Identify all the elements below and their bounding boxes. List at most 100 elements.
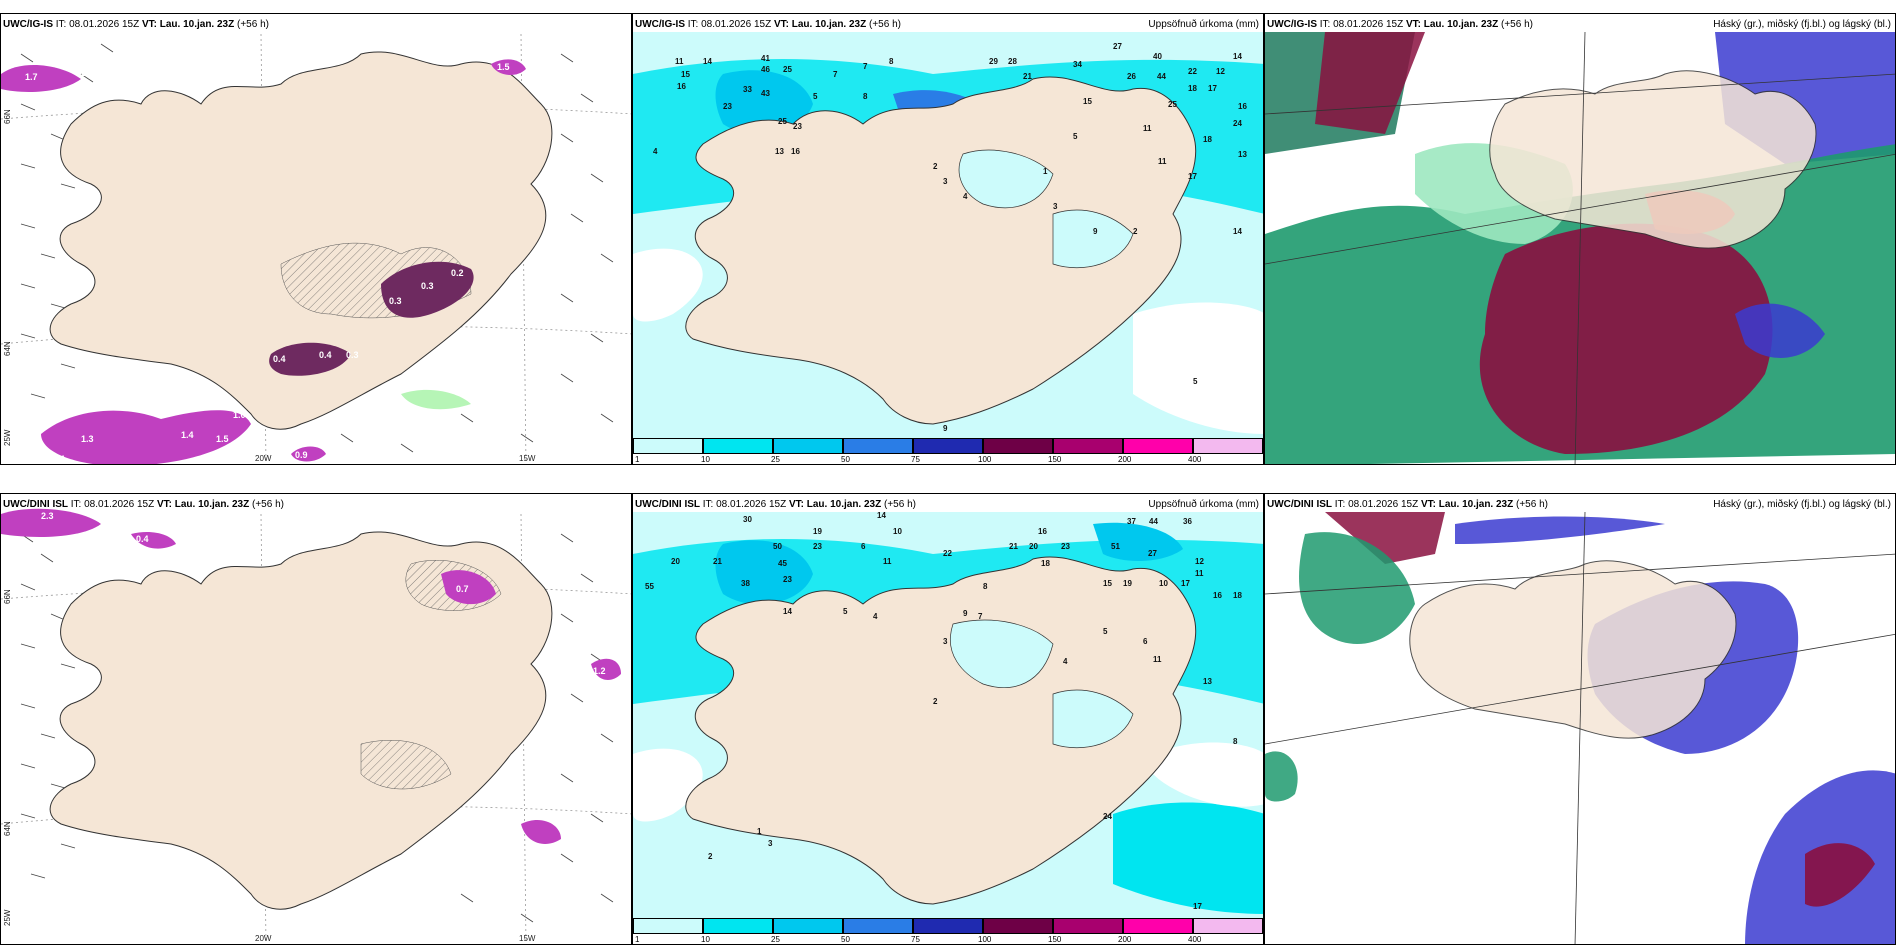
precip-value: 21 — [1023, 72, 1032, 81]
precip-value: 14 — [783, 607, 792, 616]
iceland-land — [49, 531, 553, 910]
legend-tick: 50 — [841, 455, 850, 464]
legend-tick: 10 — [701, 455, 710, 464]
precip-value: 28 — [1008, 57, 1017, 66]
panel-title-right: Háský (gr.), miðský (fj.bl.) og lágský (… — [1713, 499, 1891, 510]
legend-tick: 75 — [911, 455, 920, 464]
lon-label: 20W — [255, 934, 272, 943]
precip-value: 8 — [889, 57, 894, 66]
iceland-map-icing: 1.0 0.7 1.2 2.3 0.4 — [1, 508, 631, 944]
precip-value: 7 — [833, 70, 838, 79]
legend-swatch — [773, 918, 843, 934]
panel-title-right: Uppsöfnuð úrkoma (mm) — [1148, 19, 1259, 30]
panel-title-right: Uppsöfnuð úrkoma (mm) — [1148, 499, 1259, 510]
precip-value: 44 — [1157, 72, 1166, 81]
lon-label: 15W — [519, 454, 536, 463]
legend-tick: 25 — [771, 935, 780, 944]
precip-value: 38 — [741, 579, 750, 588]
precip-value: 15 — [1103, 579, 1112, 588]
precip-value: 8 — [983, 582, 988, 591]
iceland-land — [685, 76, 1197, 425]
precip-value: 14 — [877, 511, 886, 520]
precip-value: 24 — [1103, 812, 1112, 821]
precip-value: 23 — [723, 102, 732, 111]
map-panel-cloud-top: UWC/IG-IS IT: 08.01.2026 15Z VT: Lau. 10… — [1264, 13, 1896, 465]
panel-header: UWC/DINI ISL IT: 08.01.2026 15Z VT: Lau.… — [1267, 499, 1548, 510]
legend-tick: 150 — [1048, 455, 1062, 464]
legend-swatch — [1053, 918, 1123, 934]
precip-value: 9 — [943, 424, 948, 433]
icing-value: 1.7 — [25, 72, 38, 82]
precip-value: 25 — [1168, 100, 1177, 109]
icing-value: 2.3 — [41, 511, 54, 521]
precip-value: 12 — [1195, 557, 1204, 566]
precip-value: 23 — [793, 122, 802, 131]
precip-value: 18 — [1233, 591, 1242, 600]
precip-value: 24 — [1233, 119, 1242, 128]
precip-value: 8 — [863, 92, 868, 101]
iceland-land — [1409, 560, 1737, 739]
precip-value: 3 — [943, 637, 948, 646]
iceland-map-cloud — [1265, 511, 1895, 944]
lat-label: 25W — [3, 909, 12, 926]
panel-header: UWC/IG-IS IT: 08.01.2026 15Z VT: Lau. 10… — [635, 19, 901, 30]
precip-value: 27 — [1113, 42, 1122, 51]
legend-swatch — [913, 438, 983, 454]
precip-value: 19 — [813, 527, 822, 536]
icing-value: 1.3 — [81, 434, 94, 444]
legend-swatch — [633, 918, 703, 934]
precip-value: 2 — [708, 852, 713, 861]
legend-tick: 25 — [771, 455, 780, 464]
precip-value: 5 — [813, 92, 818, 101]
icing-value: 2.1 — [81, 68, 94, 78]
precip-value: 17 — [1181, 579, 1190, 588]
legend-tick: 200 — [1118, 935, 1132, 944]
precip-value: 34 — [1073, 60, 1082, 69]
legend-swatch — [773, 438, 843, 454]
legend-tick: 75 — [911, 935, 920, 944]
precip-value: 5 — [843, 607, 848, 616]
icing-value: 0.4 — [273, 354, 286, 364]
lat-label: 66N — [3, 589, 12, 604]
precip-value: 14 — [703, 57, 712, 66]
iceland-map-icing: 1.3 1.1 1.4 1.5 1.0 0.9 0.4 0.4 0.3 0.3 … — [1, 33, 631, 464]
legend-swatch — [1053, 438, 1123, 454]
icing-value: 0.9 — [295, 450, 308, 460]
precip-value: 23 — [1061, 542, 1070, 551]
legend-swatch — [983, 438, 1053, 454]
legend-tick: 400 — [1188, 455, 1202, 464]
precip-value: 4 — [873, 612, 878, 621]
precip-value: 25 — [783, 65, 792, 74]
legend-swatch — [843, 438, 913, 454]
legend-tick: 10 — [701, 935, 710, 944]
precip-value: 33 — [743, 85, 752, 94]
precip-value: 15 — [1083, 97, 1092, 106]
lat-label: 66N — [3, 109, 12, 124]
precip-value: 5 — [1103, 627, 1108, 636]
legend-swatch — [1193, 918, 1263, 934]
lat-label: 64N — [3, 821, 12, 836]
precip-value: 13 — [1238, 150, 1247, 159]
map-panel-precip-top: UWC/IG-IS IT: 08.01.2026 15Z VT: Lau. 10… — [632, 13, 1264, 465]
precip-value: 14 — [1233, 52, 1242, 61]
precip-value: 11 — [883, 557, 892, 566]
precip-value: 41 — [761, 54, 770, 63]
icing-value: 0.4 — [319, 350, 332, 360]
legend-tick: 1 — [635, 935, 640, 944]
map-panel-icing-top: UWC/IG-IS IT: 08.01.2026 15Z VT: Lau. 10… — [0, 13, 632, 465]
icing-value: 0.3 — [346, 350, 359, 360]
legend-swatch — [703, 438, 773, 454]
precip-value: 7 — [978, 612, 983, 621]
icing-value: 1.0 — [233, 410, 246, 420]
legend-tick: 200 — [1118, 455, 1132, 464]
legend-swatch — [1193, 438, 1263, 454]
precip-value: 22 — [1188, 67, 1197, 76]
legend-swatch — [843, 918, 913, 934]
map-panel-icing-bottom: UWC/DINI ISL IT: 08.01.2026 15Z VT: Lau.… — [0, 493, 632, 945]
precip-value: 11 — [1153, 655, 1162, 664]
lon-label: 20W — [255, 454, 272, 463]
icing-value: 0.7 — [456, 584, 469, 594]
precip-value: 6 — [1143, 637, 1148, 646]
precip-value: 10 — [893, 527, 902, 536]
precip-value: 19 — [1123, 579, 1132, 588]
